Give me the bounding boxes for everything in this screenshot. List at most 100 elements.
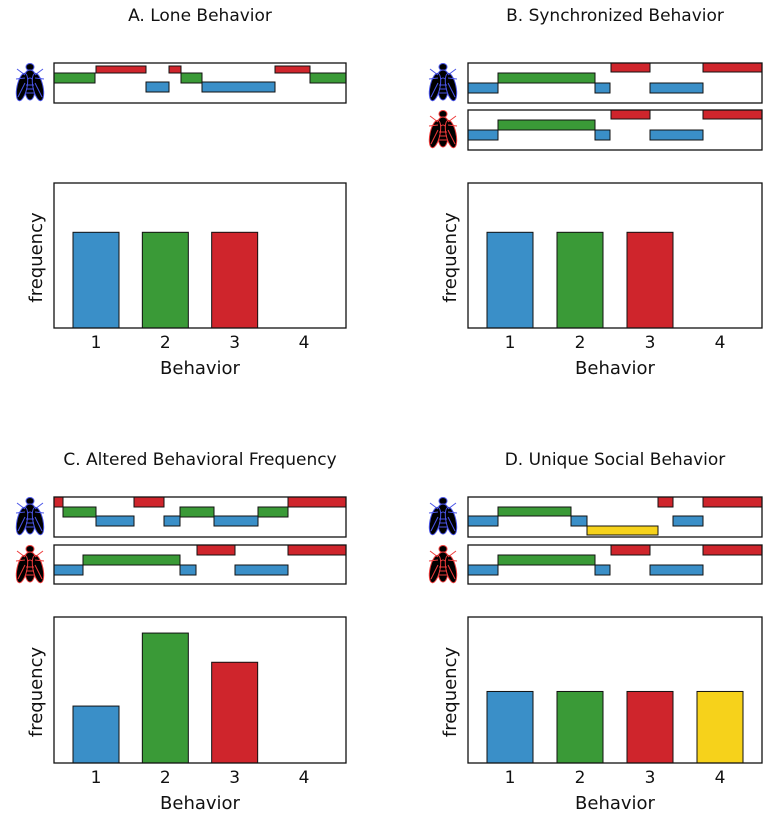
plot-frame bbox=[53, 616, 347, 764]
ethogram-segment bbox=[657, 496, 674, 508]
fly-icon bbox=[13, 63, 47, 103]
ethogram-segment bbox=[53, 564, 84, 576]
ethogram-segment bbox=[594, 129, 611, 141]
x-tick-label: 4 bbox=[715, 333, 726, 353]
x-axis-label: Behavior bbox=[575, 358, 656, 379]
ethogram-segment bbox=[168, 65, 182, 74]
ethogram-segment bbox=[497, 554, 596, 566]
plot-frame bbox=[467, 182, 763, 329]
ethogram-segment bbox=[53, 496, 64, 508]
bar bbox=[211, 231, 259, 329]
x-tick-label: 2 bbox=[160, 768, 171, 788]
ethogram-box bbox=[467, 544, 763, 585]
ethogram-box bbox=[53, 544, 347, 585]
ethogram-segment bbox=[201, 81, 276, 93]
bar bbox=[626, 690, 674, 764]
panel-title: C. Altered Behavioral Frequency bbox=[63, 450, 336, 470]
ethogram-segment bbox=[179, 506, 215, 518]
ethogram-segment bbox=[180, 72, 203, 84]
ethogram-segment bbox=[702, 62, 763, 73]
y-axis-label: frequency bbox=[440, 647, 461, 738]
x-tick-label: 2 bbox=[575, 333, 586, 353]
ethogram-box bbox=[467, 496, 763, 538]
bar bbox=[486, 231, 534, 329]
x-tick-label: 2 bbox=[575, 768, 586, 788]
y-axis-label: frequency bbox=[440, 212, 461, 303]
ethogram-segment bbox=[610, 109, 651, 120]
ethogram-segment bbox=[213, 515, 259, 527]
panel-title: B. Synchronized Behavior bbox=[506, 6, 724, 26]
bar bbox=[141, 231, 189, 329]
x-tick-label: 1 bbox=[91, 333, 102, 353]
ethogram-segment bbox=[610, 62, 651, 73]
ethogram-segment bbox=[497, 506, 572, 517]
panel-title: D. Unique Social Behavior bbox=[505, 450, 726, 470]
x-tick-label: 2 bbox=[160, 333, 171, 353]
ethogram-segment bbox=[145, 81, 170, 93]
bar bbox=[72, 231, 120, 329]
ethogram-segment bbox=[594, 82, 611, 94]
x-tick-label: 1 bbox=[505, 333, 516, 353]
ethogram-segment bbox=[594, 564, 611, 576]
bar bbox=[211, 661, 259, 764]
ethogram-segment bbox=[467, 129, 499, 141]
ethogram-segment bbox=[179, 564, 197, 576]
ethogram-segment bbox=[287, 496, 347, 508]
x-axis-label: Behavior bbox=[160, 358, 241, 379]
ethogram-segment bbox=[53, 72, 96, 84]
ethogram-segment bbox=[95, 515, 135, 527]
x-tick-label: 1 bbox=[505, 768, 516, 788]
bar bbox=[556, 690, 604, 764]
ethogram-segment bbox=[196, 544, 236, 556]
ethogram-segment bbox=[649, 129, 704, 141]
fly-icon bbox=[426, 110, 460, 150]
bar bbox=[486, 690, 534, 764]
x-axis-label: Behavior bbox=[575, 793, 656, 814]
bar bbox=[141, 632, 189, 764]
ethogram-box bbox=[53, 496, 347, 538]
bar bbox=[72, 705, 120, 764]
ethogram-segment bbox=[467, 82, 499, 94]
bar bbox=[556, 231, 604, 329]
plot-frame bbox=[53, 182, 347, 329]
ethogram-segment bbox=[467, 564, 499, 576]
x-tick-label: 3 bbox=[645, 333, 656, 353]
ethogram-box bbox=[467, 62, 763, 104]
x-tick-label: 3 bbox=[645, 768, 656, 788]
ethogram-segment bbox=[497, 72, 596, 84]
ethogram-segment bbox=[133, 496, 165, 508]
fly-icon bbox=[426, 63, 460, 103]
fly-icon bbox=[426, 497, 460, 537]
ethogram-segment bbox=[234, 564, 289, 576]
x-tick-label: 4 bbox=[299, 333, 310, 353]
plot-frame bbox=[467, 616, 763, 764]
ethogram-segment bbox=[586, 525, 659, 536]
ethogram-segment bbox=[82, 554, 181, 566]
ethogram-segment bbox=[287, 544, 347, 556]
ethogram-segment bbox=[649, 564, 704, 576]
ethogram-segment bbox=[702, 109, 763, 120]
ethogram-segment bbox=[163, 515, 181, 527]
bar bbox=[696, 690, 744, 764]
panel-title: A. Lone Behavior bbox=[128, 6, 272, 26]
x-tick-label: 3 bbox=[229, 333, 240, 353]
ethogram-segment bbox=[274, 65, 311, 74]
ethogram-segment bbox=[497, 119, 596, 131]
ethogram-segment bbox=[95, 65, 147, 74]
fly-icon bbox=[13, 545, 47, 585]
ethogram-segment bbox=[672, 515, 704, 527]
bar bbox=[626, 231, 674, 329]
x-axis-label: Behavior bbox=[160, 793, 241, 814]
x-tick-label: 1 bbox=[91, 768, 102, 788]
x-tick-label: 4 bbox=[299, 768, 310, 788]
y-axis-label: frequency bbox=[26, 647, 47, 738]
ethogram-segment bbox=[610, 544, 651, 556]
ethogram-segment bbox=[702, 544, 763, 556]
ethogram-segment bbox=[309, 72, 347, 84]
ethogram-segment bbox=[702, 496, 763, 508]
ethogram-box bbox=[53, 62, 347, 104]
fly-icon bbox=[13, 497, 47, 537]
x-tick-label: 4 bbox=[715, 768, 726, 788]
ethogram-segment bbox=[62, 506, 97, 518]
